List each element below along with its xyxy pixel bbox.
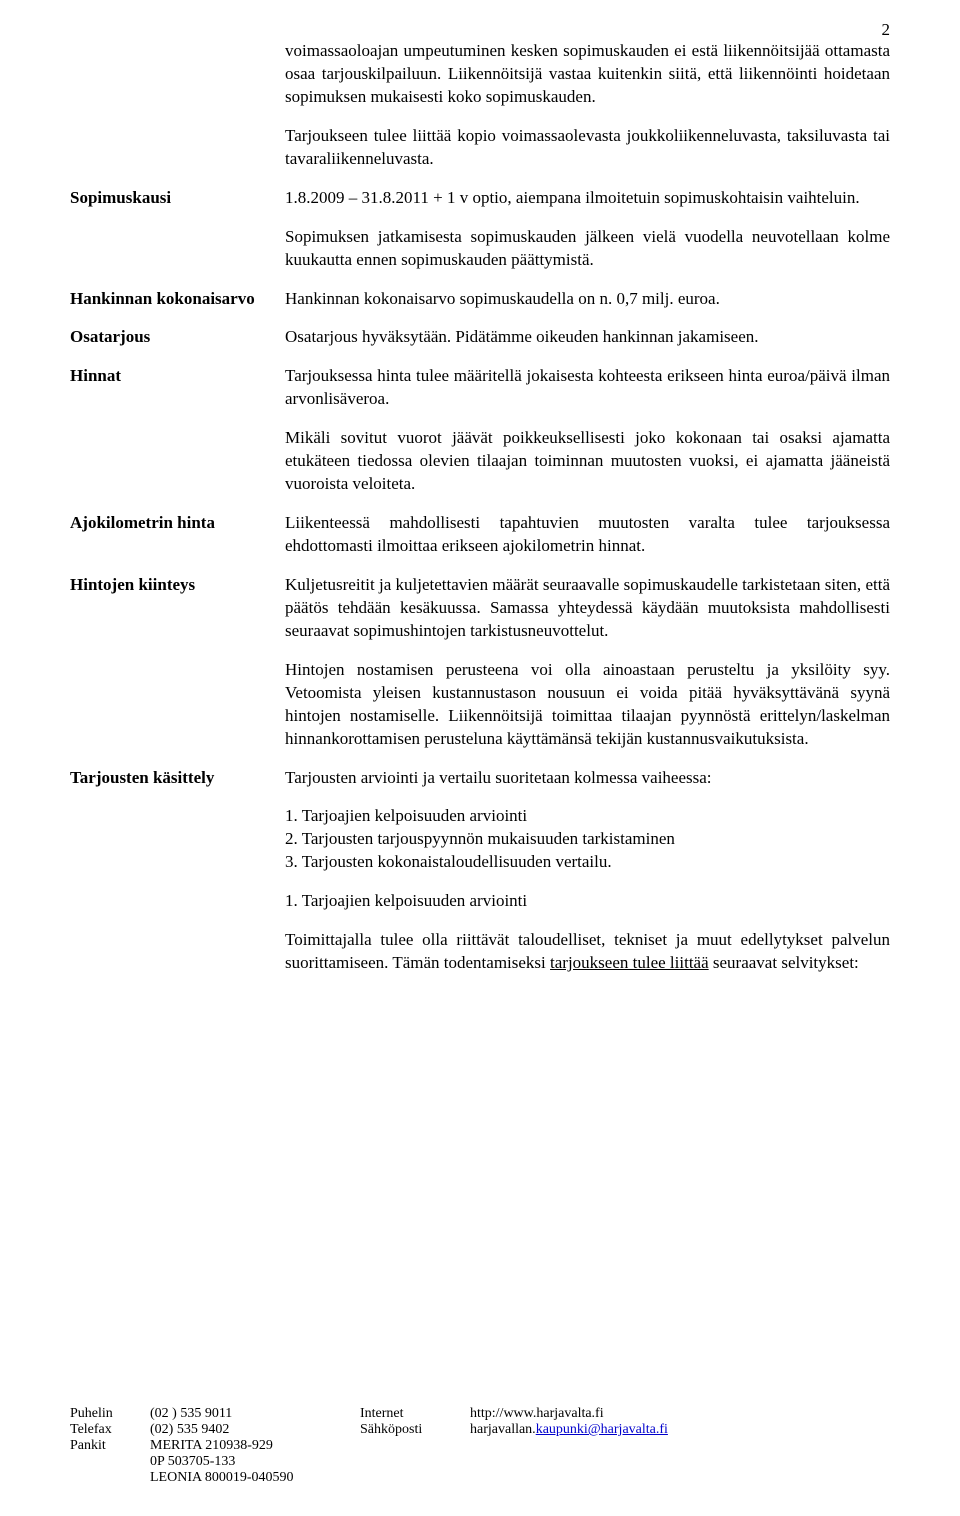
tarjousten-p2b: tarjoukseen tulee liittää	[550, 953, 709, 972]
intro-p1: voimassaoloajan umpeutuminen kesken sopi…	[285, 40, 890, 109]
hintojen-p2: Hintojen nostamisen perusteena voi olla …	[285, 659, 890, 751]
sopimuskausi-p2: Sopimuksen jatkamisesta sopimuskauden jä…	[285, 226, 890, 272]
footer-internet-label: Internet	[360, 1406, 470, 1422]
hintojen-label: Hintojen kiinteys	[70, 574, 285, 597]
tarjousten-p2: Toimittajalla tulee olla riittävät talou…	[285, 929, 890, 975]
hinnat-p2: Mikäli sovitut vuorot jäävät poikkeuksel…	[285, 427, 890, 496]
tarjousten-label: Tarjousten käsittely	[70, 767, 285, 790]
tarjousten-p2c: seuraavat selvitykset:	[709, 953, 859, 972]
hankinnan-label: Hankinnan kokonaisarvo	[70, 288, 285, 311]
footer-col4: http://www.harjavalta.fi harjavallan.kau…	[470, 1406, 890, 1486]
list-item-1: 1. Tarjoajien kelpoisuuden arviointi	[285, 805, 890, 828]
footer-email-prefix: harjavallan.	[470, 1422, 536, 1437]
hinnat-label: Hinnat	[70, 365, 285, 388]
hankinnan-p1: Hankinnan kokonaisarvo sopimuskaudella o…	[285, 288, 890, 311]
hinnat-row: Hinnat Tarjouksessa hinta tulee määritel…	[70, 365, 890, 496]
osatarjous-text: Osatarjous hyväksytään. Pidätämme oikeud…	[285, 326, 890, 349]
osatarjous-row: Osatarjous Osatarjous hyväksytään. Pidät…	[70, 326, 890, 349]
intro-row: voimassaoloajan umpeutuminen kesken sopi…	[70, 40, 890, 171]
content: voimassaoloajan umpeutuminen kesken sopi…	[70, 40, 890, 975]
intro-text: voimassaoloajan umpeutuminen kesken sopi…	[285, 40, 890, 171]
hankinnan-row: Hankinnan kokonaisarvo Hankinnan kokonai…	[70, 288, 890, 311]
footer-merita: MERITA 210938-929	[150, 1438, 360, 1454]
osatarjous-label: Osatarjous	[70, 326, 285, 349]
footer-email-link[interactable]: kaupunki@harjavalta.fi	[536, 1422, 668, 1437]
hintojen-row: Hintojen kiinteys Kuljetusreitit ja kulj…	[70, 574, 890, 751]
footer-leonia: LEONIA 800019-040590	[150, 1470, 360, 1486]
hintojen-text: Kuljetusreitit ja kuljetettavien määrät …	[285, 574, 890, 751]
tarjousten-subheading: 1. Tarjoajien kelpoisuuden arviointi	[285, 890, 890, 913]
ajokilometrin-row: Ajokilometrin hinta Liikenteessä mahdoll…	[70, 512, 890, 558]
osatarjous-p1: Osatarjous hyväksytään. Pidätämme oikeud…	[285, 326, 890, 349]
page: 2 voimassaoloajan umpeutuminen kesken so…	[0, 0, 960, 1516]
sopimuskausi-p1: 1.8.2009 – 31.8.2011 + 1 v optio, aiempa…	[285, 187, 890, 210]
list-item-2: 2. Tarjousten tarjouspyynnön mukaisuuden…	[285, 828, 890, 851]
tarjousten-p1: Tarjousten arviointi ja vertailu suorite…	[285, 767, 890, 790]
footer-internet-value: http://www.harjavalta.fi	[470, 1406, 890, 1422]
hinnat-p1: Tarjouksessa hinta tulee määritellä joka…	[285, 365, 890, 411]
sopimuskausi-text: 1.8.2009 – 31.8.2011 + 1 v optio, aiempa…	[285, 187, 890, 272]
tarjousten-text: Tarjousten arviointi ja vertailu suorite…	[285, 767, 890, 976]
hintojen-p1: Kuljetusreitit ja kuljetettavien määrät …	[285, 574, 890, 643]
footer-telefax-value: (02) 535 9402	[150, 1422, 360, 1438]
footer-puhelin-value: (02 ) 535 9011	[150, 1406, 360, 1422]
page-number: 2	[882, 20, 891, 40]
list-item-3: 3. Tarjousten kokonaistaloudellisuuden v…	[285, 851, 890, 874]
tarjousten-list: 1. Tarjoajien kelpoisuuden arviointi 2. …	[285, 805, 890, 874]
ajokilometrin-p1: Liikenteessä mahdollisesti tapahtuvien m…	[285, 512, 890, 558]
sopimuskausi-label: Sopimuskausi	[70, 187, 285, 210]
footer-0p: 0P 503705-133	[150, 1454, 360, 1470]
footer: Puhelin Telefax Pankit (02 ) 535 9011 (0…	[70, 1406, 890, 1486]
hankinnan-text: Hankinnan kokonaisarvo sopimuskaudella o…	[285, 288, 890, 311]
ajokilometrin-label: Ajokilometrin hinta	[70, 512, 285, 535]
footer-col3: Internet Sähköposti	[360, 1406, 470, 1486]
footer-sahkoposti-label: Sähköposti	[360, 1422, 470, 1438]
sopimuskausi-row: Sopimuskausi 1.8.2009 – 31.8.2011 + 1 v …	[70, 187, 890, 272]
hinnat-text: Tarjouksessa hinta tulee määritellä joka…	[285, 365, 890, 496]
footer-sahkoposti-value: harjavallan.kaupunki@harjavalta.fi	[470, 1422, 890, 1438]
footer-col1: Puhelin Telefax Pankit	[70, 1406, 150, 1486]
intro-p2: Tarjoukseen tulee liittää kopio voimassa…	[285, 125, 890, 171]
footer-pankit-label: Pankit	[70, 1438, 150, 1454]
footer-puhelin-label: Puhelin	[70, 1406, 150, 1422]
ajokilometrin-text: Liikenteessä mahdollisesti tapahtuvien m…	[285, 512, 890, 558]
footer-col2: (02 ) 535 9011 (02) 535 9402 MERITA 2109…	[150, 1406, 360, 1486]
footer-telefax-label: Telefax	[70, 1422, 150, 1438]
tarjousten-row: Tarjousten käsittely Tarjousten arvioint…	[70, 767, 890, 976]
